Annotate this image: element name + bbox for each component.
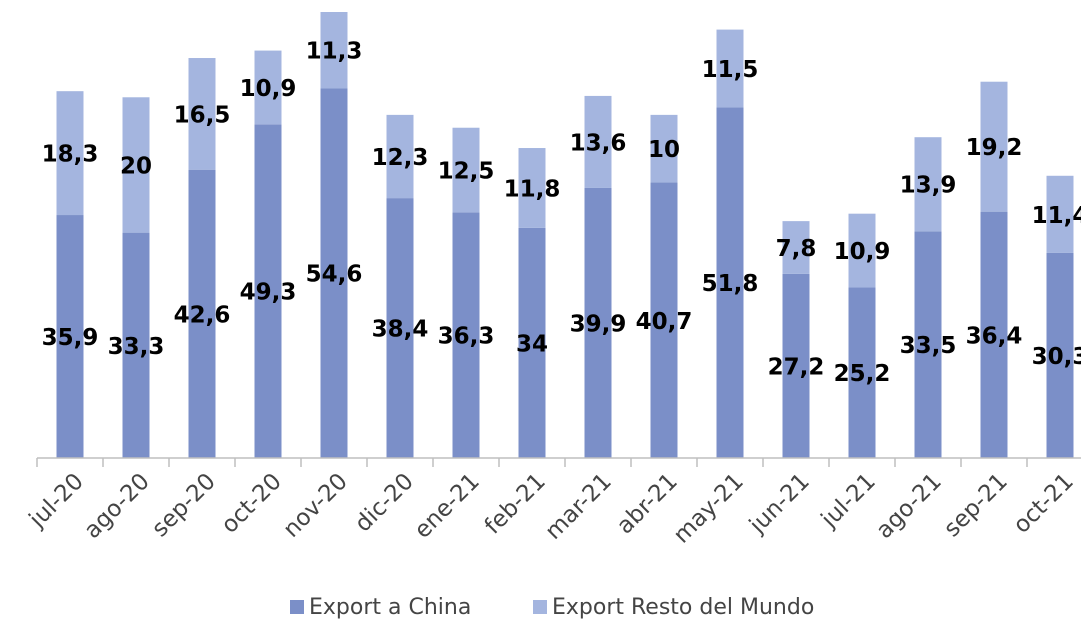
bar-segment — [518, 148, 546, 228]
value-label: 36,3 — [438, 324, 495, 350]
value-label: 30,3 — [1032, 344, 1081, 370]
value-label: 11,8 — [504, 176, 561, 202]
bar-segment — [122, 97, 150, 233]
value-label: 18,3 — [42, 142, 99, 168]
x-tick-label: jul-21 — [816, 468, 881, 533]
bar-segment — [980, 81, 1008, 212]
value-label: 42,6 — [174, 302, 231, 328]
value-label: 40,7 — [636, 309, 693, 335]
bar-segment — [452, 127, 480, 213]
value-label: 13,6 — [570, 130, 627, 156]
bar-segment — [716, 29, 744, 108]
bar-segment — [848, 213, 876, 288]
bar-segment — [254, 50, 282, 125]
x-tick-label: nov-20 — [278, 468, 352, 542]
value-label: 38,4 — [372, 317, 429, 343]
bar-segment — [320, 88, 348, 459]
x-tick-label: dic-20 — [350, 468, 419, 537]
value-label: 25,2 — [834, 361, 891, 387]
value-label: 33,5 — [900, 333, 957, 359]
value-label: 51,8 — [702, 271, 759, 297]
x-tick-label: ago-21 — [871, 468, 946, 543]
value-label: 10,9 — [834, 239, 891, 265]
value-label: 11,3 — [306, 39, 363, 65]
bar-segment — [188, 169, 216, 459]
x-tick-label: jun-21 — [744, 468, 815, 539]
bar-segment — [386, 198, 414, 458]
legend-swatch — [533, 600, 547, 614]
x-tick-label: jul-20 — [24, 468, 89, 533]
value-label: 49,3 — [240, 280, 297, 306]
bar-segment — [1046, 252, 1074, 458]
bar-segment — [1046, 175, 1074, 253]
bar-segment — [452, 212, 480, 458]
bar-segment — [650, 114, 678, 183]
x-tick-label: ene-21 — [410, 468, 485, 543]
x-tick-label: oct-20 — [217, 468, 287, 538]
bar-segment — [56, 215, 84, 458]
bar-segment — [848, 287, 876, 458]
legend-label: Export a China — [309, 595, 471, 620]
legend-swatch — [290, 600, 304, 614]
bar-segment — [518, 227, 546, 458]
bar-segment — [914, 231, 942, 458]
value-label: 12,3 — [372, 145, 429, 171]
value-label: 11,4 — [1032, 203, 1081, 229]
bar-segment — [650, 182, 678, 458]
value-label: 13,9 — [900, 173, 957, 199]
value-label: 7,8 — [776, 236, 817, 262]
value-label: 54,6 — [306, 262, 363, 288]
x-tick-label: mar-21 — [540, 468, 616, 544]
bar-segment — [56, 91, 84, 216]
x-tick-label: sep-21 — [939, 468, 1013, 542]
bar-segment — [980, 211, 1008, 458]
value-label: 34 — [516, 331, 548, 357]
value-label: 20 — [120, 153, 152, 179]
value-label: 10 — [648, 137, 680, 163]
legend-label: Export Resto del Mundo — [552, 595, 814, 620]
bar-segment — [320, 12, 348, 89]
x-tick-label: may-21 — [669, 468, 749, 548]
bar-segment — [584, 95, 612, 188]
bar-segment — [716, 107, 744, 459]
x-tick-label: ago-20 — [79, 468, 154, 543]
value-label: 27,2 — [768, 354, 825, 380]
value-label: 16,5 — [174, 102, 231, 128]
value-label: 35,9 — [42, 325, 99, 351]
bar-segment — [188, 58, 216, 170]
value-label: 11,5 — [702, 57, 759, 83]
bar-segment — [584, 187, 612, 459]
bar-segment — [386, 114, 414, 199]
bar-segment — [782, 221, 810, 274]
x-tick-label: sep-20 — [147, 468, 221, 542]
x-tick-label: feb-21 — [480, 468, 551, 539]
value-label: 12,5 — [438, 159, 495, 185]
bar-segment — [122, 232, 150, 458]
bar-segment — [914, 137, 942, 232]
value-label: 10,9 — [240, 76, 297, 102]
value-label: 33,3 — [108, 334, 165, 360]
bar-segment — [254, 124, 282, 458]
value-label: 36,4 — [966, 323, 1023, 349]
x-tick-label: oct-21 — [1009, 468, 1079, 538]
value-label: 19,2 — [966, 135, 1023, 161]
value-label: 39,9 — [570, 311, 627, 337]
bar-segment — [782, 273, 810, 458]
